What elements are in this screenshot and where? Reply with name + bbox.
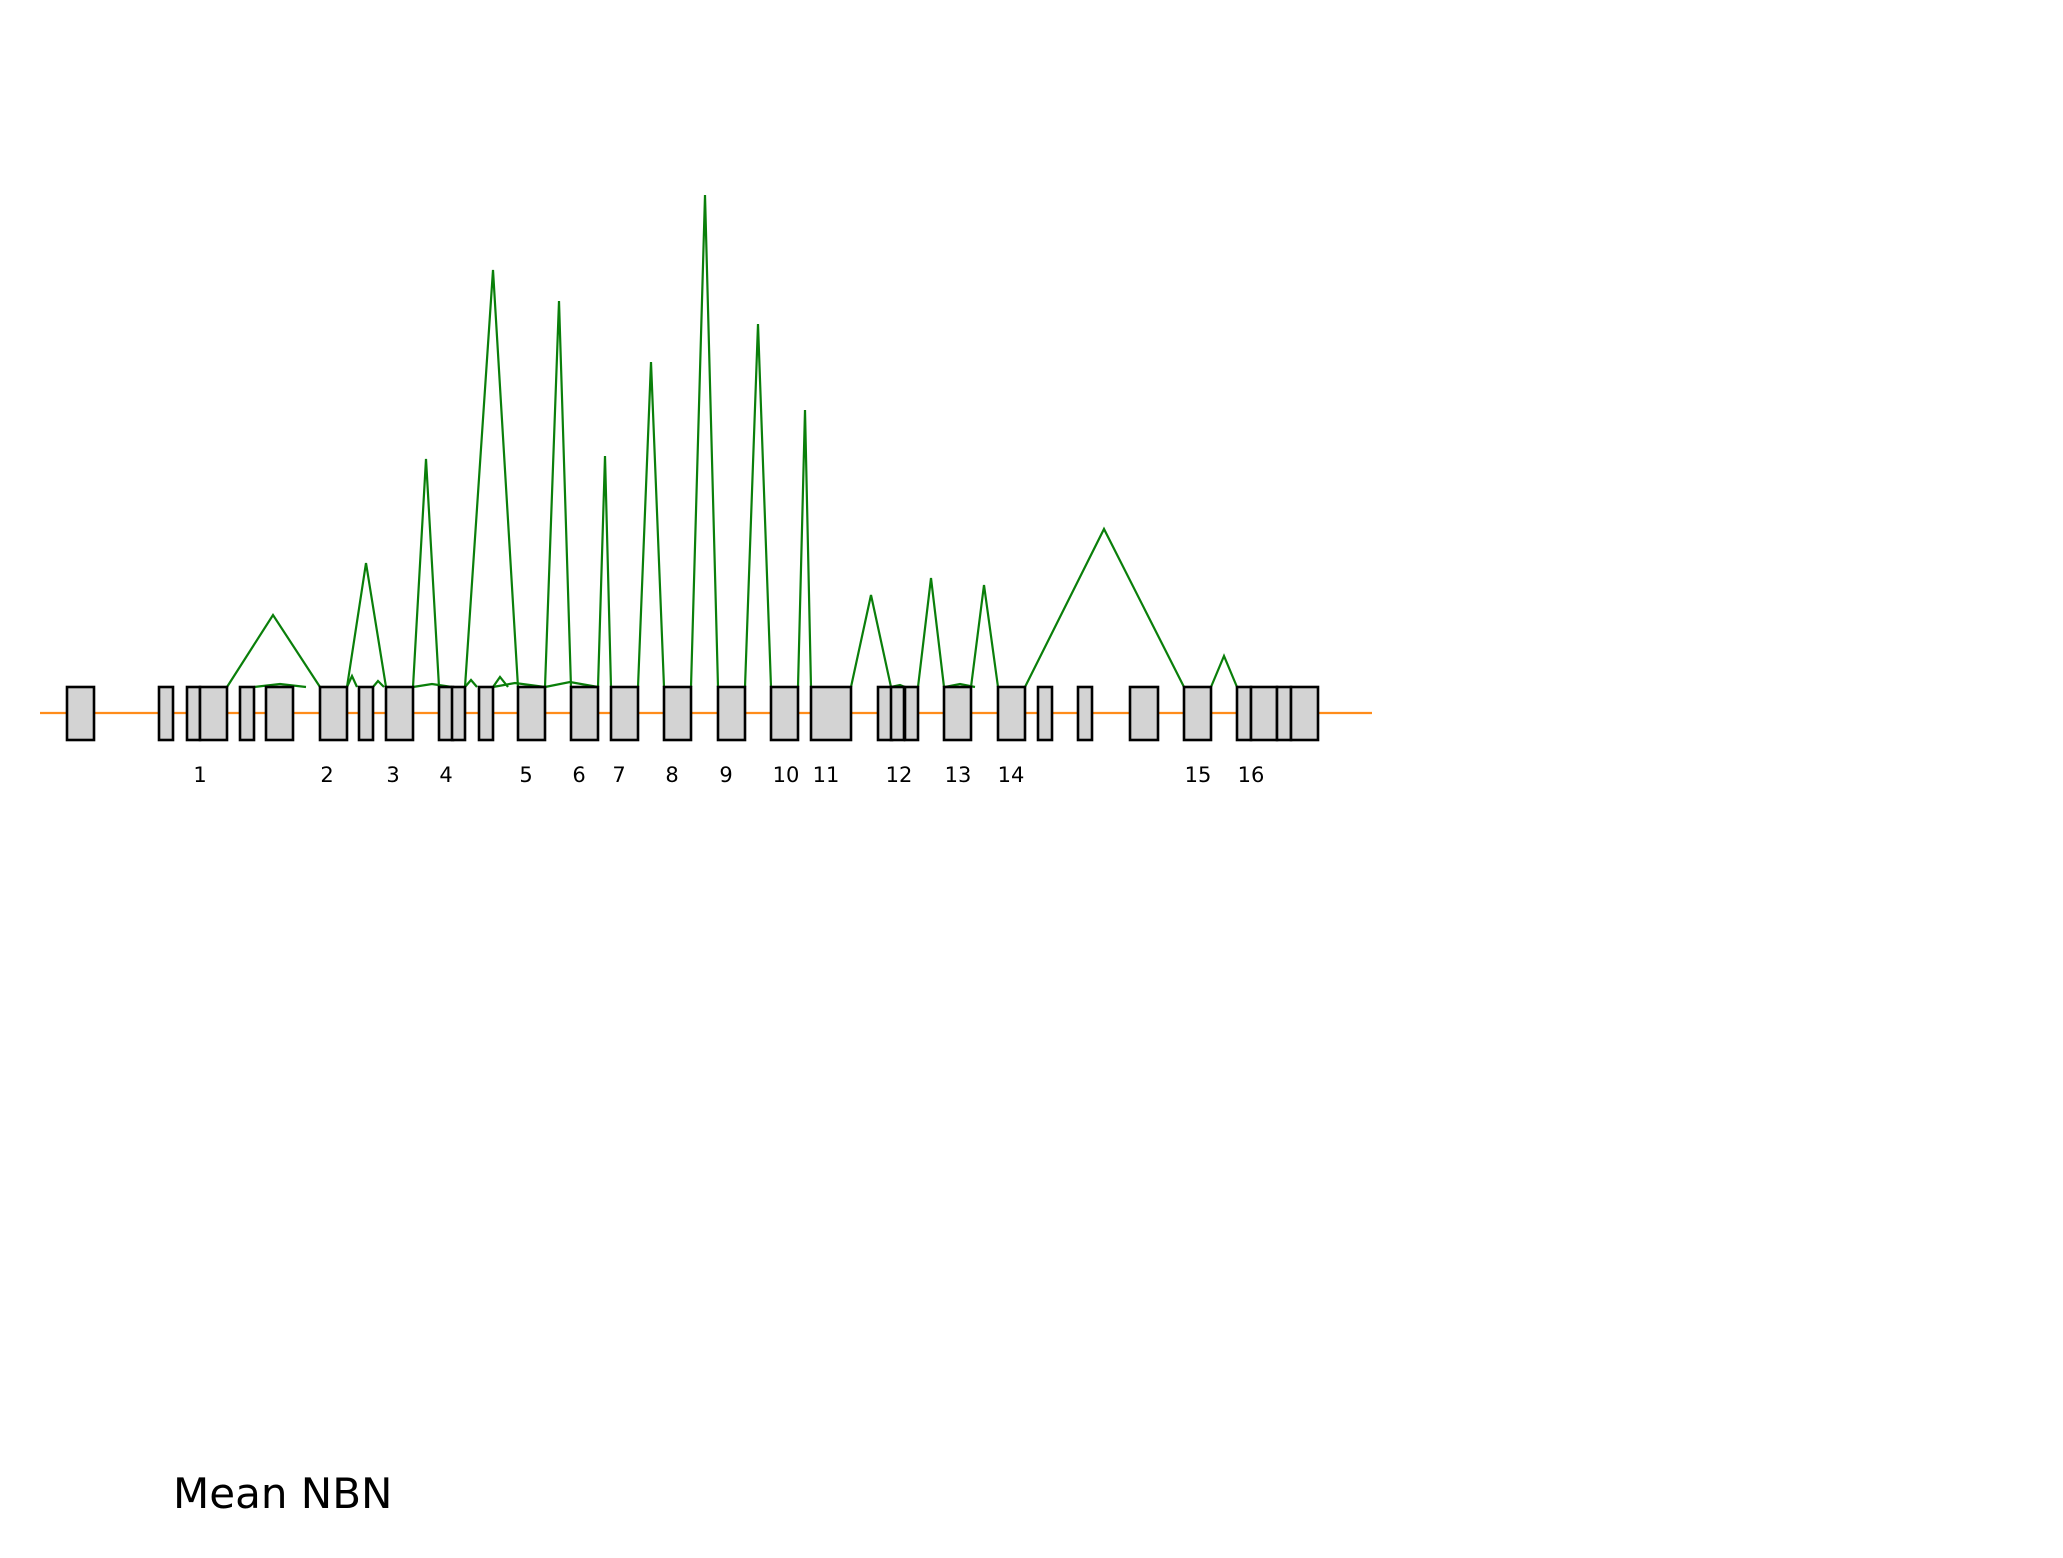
exon-box <box>450 685 467 742</box>
exon-box <box>609 685 640 742</box>
exon-label: 4 <box>439 763 452 787</box>
exon-label: 5 <box>519 763 532 787</box>
junction-arc <box>345 562 388 688</box>
exon-box <box>357 685 375 742</box>
exon-label-layer: 1 2 3 4 5 6 7 8 9 10 11 12 13 14 15 16 <box>193 763 1264 787</box>
exon-label: 6 <box>572 763 585 787</box>
junction-layer <box>226 194 1239 689</box>
exon-label: 2 <box>320 763 333 787</box>
exon-box <box>384 685 415 742</box>
junction-arc <box>969 584 1000 688</box>
junction-arc <box>1024 526 1185 688</box>
exon-box <box>185 685 202 742</box>
exon-box <box>1076 685 1094 742</box>
junction-arc <box>743 323 773 688</box>
junction-arc <box>636 361 666 688</box>
exon-label: 14 <box>998 763 1025 787</box>
exon-label: 1 <box>193 763 206 787</box>
exon-label: 15 <box>1185 763 1212 787</box>
junction-arc <box>916 577 946 688</box>
exon-label: 9 <box>719 763 732 787</box>
exon-box <box>942 685 973 742</box>
junction-arc <box>849 594 893 688</box>
exon-box <box>996 685 1027 742</box>
junction-arc <box>544 680 599 689</box>
exon-box <box>809 685 853 742</box>
exon-label: 11 <box>813 763 840 787</box>
junction-arc <box>411 458 441 688</box>
junction-arc <box>796 409 813 688</box>
junction-arc <box>543 300 573 688</box>
exon-box <box>1275 685 1293 742</box>
exon-box <box>569 685 600 742</box>
exon-label: 3 <box>386 763 399 787</box>
junction-arc <box>345 673 359 688</box>
junction-arc <box>464 678 478 688</box>
exon-box <box>1182 685 1213 742</box>
exon-box <box>903 685 920 742</box>
exon-label: 10 <box>773 763 800 787</box>
junction-arc <box>463 269 520 688</box>
junction-arc <box>372 679 385 688</box>
exon-label: 16 <box>1238 763 1265 787</box>
exon-label: 12 <box>886 763 913 787</box>
exon-box <box>65 685 96 742</box>
junction-arc <box>1209 653 1239 688</box>
exon-label: 7 <box>612 763 625 787</box>
exon-label: 8 <box>665 763 678 787</box>
exon-box <box>198 685 229 742</box>
junction-arc <box>596 455 613 688</box>
exon-box <box>516 685 547 742</box>
exon-box <box>889 685 906 742</box>
exon-box <box>238 685 256 742</box>
exon-box <box>716 685 747 742</box>
exon-box <box>1036 685 1054 742</box>
figure-title: Mean NBN <box>173 1469 392 1518</box>
junction-arc <box>689 194 720 688</box>
exon-box <box>1249 685 1279 742</box>
exon-box <box>1235 685 1253 742</box>
exon-box <box>769 685 800 742</box>
junction-arc <box>253 682 307 689</box>
junction-arc <box>492 681 546 689</box>
exon-box <box>264 685 295 742</box>
exon-box <box>477 685 495 742</box>
exon-layer <box>65 685 1320 742</box>
exon-box <box>662 685 693 742</box>
exon-label: 13 <box>945 763 972 787</box>
exon-box <box>318 685 349 742</box>
junction-arc <box>226 612 321 688</box>
exon-box <box>157 685 175 742</box>
exon-box <box>1289 685 1320 742</box>
exon-box <box>1128 685 1160 742</box>
